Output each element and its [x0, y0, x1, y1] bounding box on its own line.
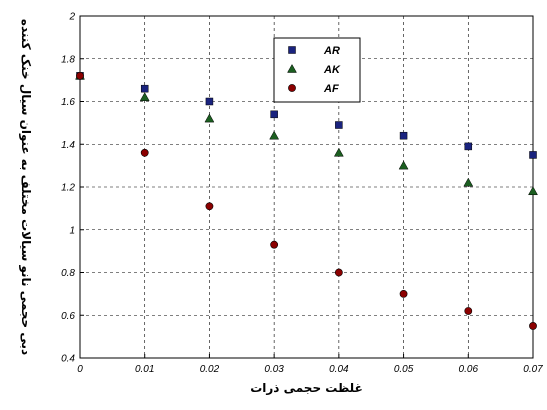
- data-point-af: [399, 289, 408, 298]
- data-point-ar: [270, 110, 278, 119]
- y-axis-title: دبی حجمی نانو سیالات مختلف به عنوان سیال…: [18, 19, 33, 355]
- x-tick-label: 0.02: [200, 364, 220, 375]
- data-point-af: [140, 148, 149, 157]
- x-tick-label: 0.04: [329, 364, 349, 375]
- data-point-ar: [335, 121, 343, 129]
- data-point-ar: [529, 151, 537, 159]
- y-tick-label: 1.6: [61, 97, 75, 108]
- y-tick-label: 0.8: [61, 268, 75, 279]
- data-point-af: [76, 71, 84, 80]
- x-tick-labels: 0 0.01 0.02 0.03 0.04 0.05 0.06 0.07: [77, 364, 543, 375]
- legend-marker-af: [288, 84, 296, 92]
- data-markers: [75, 70, 538, 330]
- legend-label-ak: AK: [323, 64, 341, 76]
- data-point-ak: [463, 177, 474, 187]
- legend-label-ar: AR: [323, 45, 340, 57]
- y-tick-label: 2: [68, 12, 75, 23]
- y-tick-label: 0.6: [61, 311, 75, 322]
- y-tick-label: 1.4: [61, 140, 75, 151]
- data-point-af: [205, 202, 214, 211]
- data-point-ak: [269, 130, 280, 140]
- data-point-af: [270, 240, 279, 249]
- y-tick-label: 0.4: [61, 354, 75, 365]
- legend-marker-ak: [287, 63, 297, 73]
- data-point-ar: [205, 97, 214, 106]
- data-point-ak: [398, 160, 409, 170]
- legend: AR AK AF: [273, 37, 361, 103]
- series-af: [76, 71, 537, 330]
- legend-marker-ar: [288, 46, 296, 54]
- x-tick-label: 0.05: [394, 364, 414, 375]
- data-point-af: [529, 322, 537, 330]
- axis-ticks: [79, 15, 534, 359]
- data-point-ak: [528, 186, 538, 196]
- data-point-af: [464, 307, 473, 315]
- x-axis-title: غلظت حجمی ذرات: [250, 381, 363, 395]
- y-tick-label: 1: [69, 225, 75, 236]
- x-tick-label: 0.01: [135, 364, 154, 375]
- y-tick-label: 1.2: [61, 183, 75, 194]
- x-tick-label: 0: [77, 364, 83, 375]
- data-point-af: [334, 268, 343, 277]
- data-point-ar: [464, 142, 473, 151]
- legend-box: [273, 37, 361, 103]
- y-tick-label: 1.8: [61, 54, 75, 65]
- x-tick-label: 0.03: [264, 364, 284, 375]
- data-point-ak: [139, 92, 150, 101]
- data-point-ak: [333, 147, 344, 157]
- legend-label-af: AF: [323, 83, 339, 95]
- x-tick-label: 0.07: [523, 364, 543, 375]
- data-point-ar: [399, 131, 408, 140]
- data-point-ak: [204, 113, 215, 123]
- x-tick-label: 0.06: [459, 364, 479, 375]
- data-point-ar: [140, 84, 149, 93]
- y-tick-labels: 0.4 0.6 0.8 1 1.2 1.4 1.6 1.8 2: [61, 12, 75, 365]
